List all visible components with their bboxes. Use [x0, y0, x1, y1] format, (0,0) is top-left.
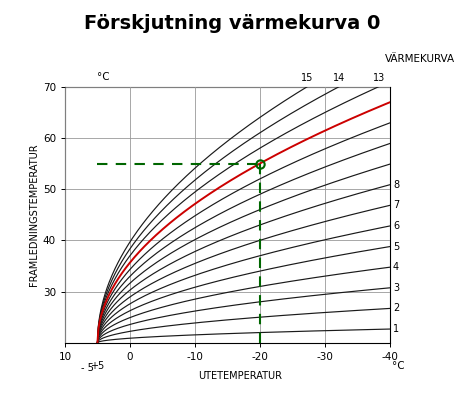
Y-axis label: FRAMLEDNINGSTEMPERATUR: FRAMLEDNINGSTEMPERATUR — [29, 143, 38, 286]
Text: - 5: - 5 — [81, 363, 94, 373]
Text: 1: 1 — [392, 324, 398, 334]
Text: +5: +5 — [90, 361, 104, 371]
Text: 15: 15 — [300, 73, 313, 83]
Text: 3: 3 — [392, 283, 398, 293]
Text: °C: °C — [391, 361, 403, 371]
Text: 5: 5 — [392, 242, 398, 252]
Text: 8: 8 — [392, 180, 398, 190]
Text: 14: 14 — [332, 73, 344, 83]
Text: °C: °C — [97, 71, 110, 82]
Text: 2: 2 — [392, 304, 398, 313]
Text: 7: 7 — [392, 200, 398, 210]
Text: Förskjutning värmekurva 0: Förskjutning värmekurva 0 — [84, 14, 379, 33]
Text: 4: 4 — [392, 262, 398, 272]
Text: UTETEMPERATUR: UTETEMPERATUR — [198, 371, 282, 381]
Text: 13: 13 — [372, 73, 384, 83]
Text: FÖRSKJUTNING
VÄRMEKURVA (0): FÖRSKJUTNING VÄRMEKURVA (0) — [0, 412, 1, 413]
Text: VÄRMEKURVA: VÄRMEKURVA — [384, 54, 454, 64]
Text: 6: 6 — [392, 221, 398, 231]
